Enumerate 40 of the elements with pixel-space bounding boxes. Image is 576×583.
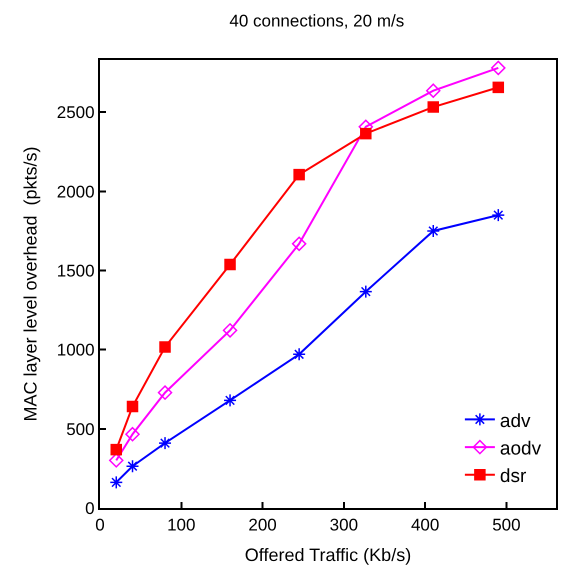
chart-title: 40 connections, 20 m/s xyxy=(229,11,404,30)
x-tick-label: 100 xyxy=(167,515,196,534)
point xyxy=(159,341,171,353)
x-tick-label: 300 xyxy=(330,515,358,534)
legend-label: aodv xyxy=(500,438,542,460)
point xyxy=(428,101,440,113)
y-tick-label: 2000 xyxy=(56,182,95,202)
point xyxy=(360,128,372,140)
point xyxy=(223,394,237,408)
y-tick-label: 1500 xyxy=(56,261,95,280)
y-tick-label: 0 xyxy=(85,498,95,518)
point xyxy=(222,323,238,338)
x-tick-label: 200 xyxy=(248,515,277,534)
point xyxy=(158,385,172,400)
point xyxy=(491,60,506,76)
point xyxy=(158,436,172,450)
point xyxy=(426,83,441,98)
x-axis-title: Offered Traffic (Kb/s) xyxy=(244,545,412,565)
x-tick-label: 400 xyxy=(410,515,440,534)
x-tick-label: 500 xyxy=(492,515,521,534)
point xyxy=(224,258,236,270)
y-tick-label: 2500 xyxy=(56,103,95,122)
legend-label: adv xyxy=(500,410,532,432)
y-tick-label: 1000 xyxy=(56,340,95,360)
legend-label: dsr xyxy=(500,466,527,488)
point xyxy=(126,459,140,473)
point xyxy=(293,168,305,180)
point xyxy=(292,236,306,252)
point xyxy=(109,453,124,468)
point xyxy=(426,224,440,238)
point xyxy=(126,400,138,412)
point xyxy=(492,82,504,94)
point xyxy=(110,476,124,490)
point xyxy=(110,444,122,456)
point xyxy=(292,348,306,362)
point xyxy=(359,284,373,298)
y-axis-title: MAC layer level overhead (pkts/s) xyxy=(20,146,40,422)
point xyxy=(125,426,140,442)
y-tick-label: 500 xyxy=(66,420,95,439)
point xyxy=(492,208,506,222)
